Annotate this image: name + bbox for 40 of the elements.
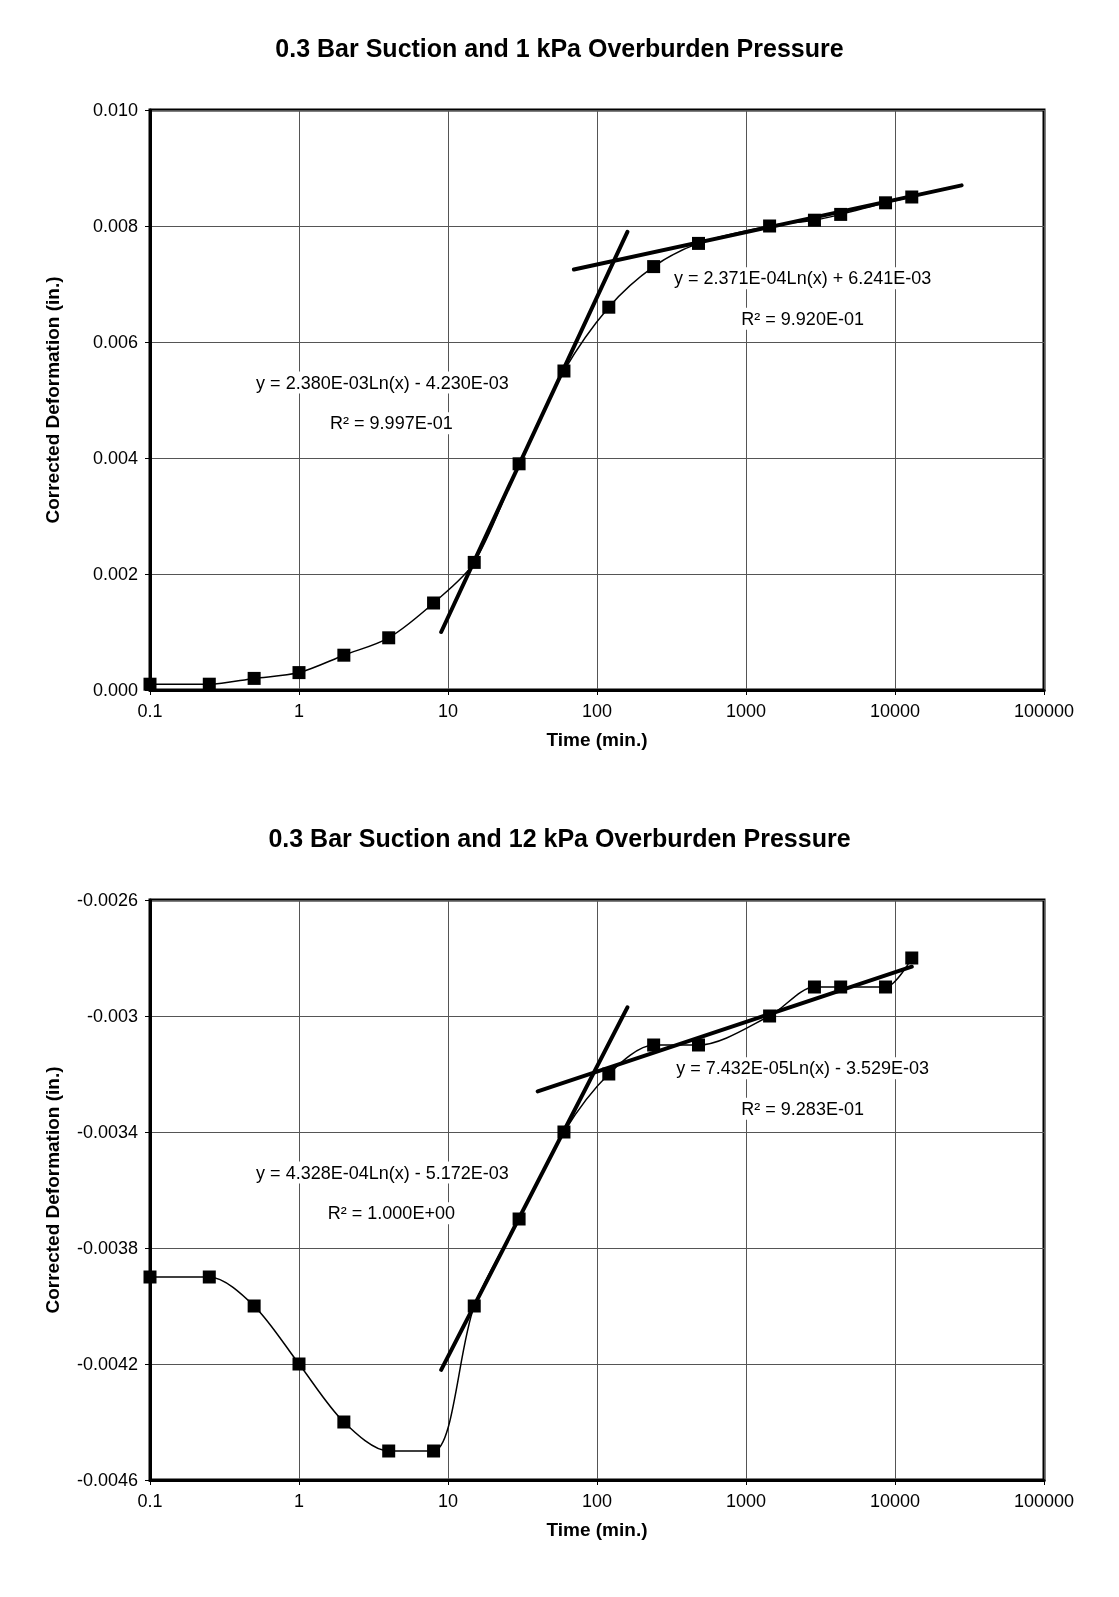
x-tick-label: 1	[293, 1491, 305, 1511]
x-tick-label: 10	[437, 701, 459, 721]
y-tick-label: 0.008	[92, 216, 138, 236]
y-tick-label: -0.0046	[76, 1470, 138, 1490]
y-tick-label: -0.0034	[76, 1122, 138, 1142]
x-tick-label: 10000	[869, 1491, 921, 1511]
y-tick-label: -0.0026	[76, 890, 138, 910]
y-axis-title: Corrected Deformation (in.)	[42, 276, 63, 524]
annotation: y = 7.432E-05Ln(x) - 3.529E-03	[676, 1058, 929, 1079]
y-tick-label: 0.006	[92, 332, 138, 352]
x-tick-label: 100000	[1013, 1491, 1075, 1511]
x-tick-label: 100	[581, 701, 613, 721]
annotation: R² = 9.920E-01	[741, 308, 864, 329]
annotation: y = 2.371E-04Ln(x) + 6.241E-03	[674, 268, 932, 289]
x-tick-label: 0.1	[137, 701, 163, 721]
annotation: R² = 9.283E-01	[741, 1098, 864, 1119]
x-tick-label: 100000	[1013, 701, 1075, 721]
annotation: R² = 9.997E-01	[330, 413, 453, 434]
y-tick-label: -0.0042	[76, 1354, 138, 1374]
chart-title: 0.3 Bar Suction and 12 kPa Overburden Pressure	[268, 823, 851, 852]
y-tick-label: 0.004	[92, 448, 138, 468]
y-tick-label: 0.000	[92, 680, 138, 700]
annotation: y = 4.328E-04Ln(x) - 5.172E-03	[256, 1162, 509, 1183]
annotation: y = 2.380E-03Ln(x) - 4.230E-03	[256, 372, 509, 393]
x-tick-label: 1	[293, 701, 305, 721]
x-tick-label: 100	[581, 1491, 613, 1511]
x-tick-label: 10000	[869, 701, 921, 721]
annotation: R² = 1.000E+00	[327, 1203, 455, 1224]
x-tick-label: 1000	[725, 701, 767, 721]
x-tick-label: 10	[437, 1491, 459, 1511]
y-tick-label: 0.010	[92, 100, 138, 120]
x-tick-label: 1000	[725, 1491, 767, 1511]
chart-title: 0.3 Bar Suction and 1 kPa Overburden Pressure	[275, 33, 844, 62]
y-tick-label: 0.002	[92, 564, 138, 584]
x-tick-label: 0.1	[137, 1491, 163, 1511]
x-axis-title: Time (min.)	[546, 729, 648, 750]
y-tick-label: -0.0038	[76, 1238, 138, 1258]
y-tick-label: -0.003	[86, 1006, 138, 1026]
x-axis-title: Time (min.)	[546, 1519, 648, 1540]
y-axis-title: Corrected Deformation (in.)	[42, 1066, 63, 1314]
